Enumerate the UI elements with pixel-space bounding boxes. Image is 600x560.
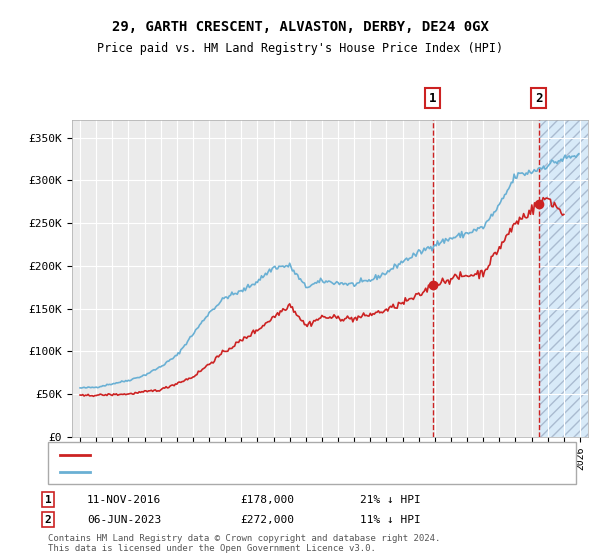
Text: 06-JUN-2023: 06-JUN-2023 xyxy=(87,515,161,525)
Text: £272,000: £272,000 xyxy=(240,515,294,525)
Text: 2: 2 xyxy=(44,515,52,525)
Text: 11-NOV-2016: 11-NOV-2016 xyxy=(87,494,161,505)
Text: 1: 1 xyxy=(44,494,52,505)
Bar xyxy=(539,120,588,437)
Text: Contains HM Land Registry data © Crown copyright and database right 2024.
This d: Contains HM Land Registry data © Crown c… xyxy=(48,534,440,553)
Text: 29, GARTH CRESCENT, ALVASTON, DERBY, DE24 0GX (detached house): 29, GARTH CRESCENT, ALVASTON, DERBY, DE2… xyxy=(96,450,484,460)
Text: 29, GARTH CRESCENT, ALVASTON, DERBY, DE24 0GX: 29, GARTH CRESCENT, ALVASTON, DERBY, DE2… xyxy=(112,20,488,34)
Text: 11% ↓ HPI: 11% ↓ HPI xyxy=(360,515,421,525)
Text: 1: 1 xyxy=(429,92,436,105)
Text: HPI: Average price, detached house, City of Derby: HPI: Average price, detached house, City… xyxy=(96,467,402,477)
Text: Price paid vs. HM Land Registry's House Price Index (HPI): Price paid vs. HM Land Registry's House … xyxy=(97,42,503,55)
Text: 2: 2 xyxy=(535,92,542,105)
Text: £178,000: £178,000 xyxy=(240,494,294,505)
Text: 21% ↓ HPI: 21% ↓ HPI xyxy=(360,494,421,505)
